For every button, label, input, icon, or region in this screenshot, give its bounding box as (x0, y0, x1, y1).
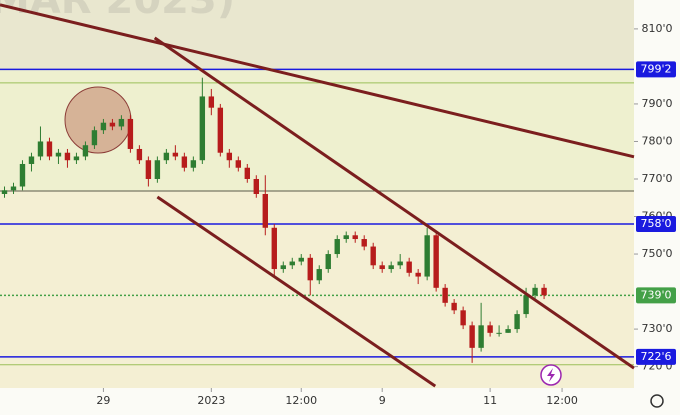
candle-body (37, 141, 44, 157)
watermark: MAR 2023) (0, 0, 235, 23)
candle-body (514, 314, 520, 330)
candle-body (325, 254, 331, 270)
candle-body (388, 265, 394, 270)
time-axis (0, 388, 634, 415)
candle-body (100, 122, 107, 131)
candle-body (271, 227, 277, 270)
y-tick-label: 770'0 (641, 172, 672, 185)
candle-body (82, 145, 89, 157)
candle-body (451, 302, 457, 311)
level-label: 722'6 (640, 350, 671, 363)
candle-body (244, 167, 251, 179)
candle-body (181, 156, 188, 168)
candle-body (64, 152, 71, 161)
x-tick-label: 2023 (197, 394, 225, 407)
x-tick-label: 9 (379, 394, 386, 407)
settings-icon[interactable] (650, 394, 664, 408)
candle-body (73, 156, 80, 161)
candle-body (46, 141, 53, 157)
candle-body (460, 310, 466, 326)
candle-body (10, 186, 17, 191)
y-tick-label: 750'0 (641, 247, 672, 260)
candle-body (316, 269, 322, 281)
candle-body (199, 96, 206, 161)
candle-body (28, 156, 35, 164)
candle-body (226, 152, 233, 161)
candle-body (433, 235, 439, 288)
candle-body (469, 325, 475, 348)
x-tick-label: 11 (483, 394, 497, 407)
alert-bolt (547, 368, 555, 382)
candle-body (397, 261, 403, 266)
level-label: 739'0 (640, 288, 671, 301)
x-tick-label: 29 (96, 394, 110, 407)
candle-body (523, 295, 529, 315)
candle-body (352, 235, 358, 240)
level-label-box (636, 287, 676, 304)
candle-body (289, 261, 295, 266)
candle-body (1, 190, 8, 194)
candle-body (55, 152, 62, 157)
candle-body (424, 235, 430, 277)
zone-top (0, 0, 634, 70)
y-tick-label: 810'0 (641, 22, 672, 35)
trend-line (0, 3, 635, 159)
candle-body (127, 118, 134, 149)
candle-body (406, 261, 412, 273)
candle-body (19, 163, 26, 187)
candle-body (172, 152, 179, 157)
candle-body (190, 160, 197, 168)
candle-body (145, 160, 152, 179)
candle-body (307, 257, 313, 281)
candle-body (478, 325, 484, 348)
candle-body (343, 235, 349, 240)
trend-line (156, 195, 437, 388)
level-label-box (636, 216, 676, 233)
candle-body (505, 329, 511, 333)
x-tick-label: 12:00 (285, 394, 317, 407)
candle-body (541, 287, 547, 296)
y-tick-label: 780'0 (641, 134, 672, 147)
trend-line (153, 36, 635, 370)
candle-body (496, 332, 502, 334)
candle-body (253, 178, 259, 194)
candle-body (118, 118, 125, 127)
candle-body (370, 246, 376, 266)
candle-body (334, 239, 340, 255)
candle-body (217, 107, 224, 153)
candle-body (379, 265, 385, 270)
candle-body (532, 287, 538, 296)
candle-body (280, 265, 286, 270)
candle-body (415, 272, 421, 277)
level-label: 799'2 (640, 62, 671, 75)
candle-body (163, 152, 170, 161)
candle-body (136, 148, 143, 161)
candle-body (361, 239, 367, 247)
candle-body (298, 257, 304, 262)
candle-body (208, 96, 215, 108)
candle-body (262, 194, 268, 228)
candle-body (109, 122, 116, 127)
candle-body (442, 287, 448, 303)
x-tick-label: 12:00 (546, 394, 578, 407)
candle-body (91, 130, 98, 146)
level-label-box (636, 61, 676, 78)
y-tick-label: 790'0 (641, 97, 672, 110)
candle-body (154, 160, 161, 179)
candle-body (235, 160, 242, 168)
level-label-box (636, 348, 676, 365)
y-tick-label: 730'0 (641, 322, 672, 335)
level-label: 758'0 (640, 217, 671, 230)
candle-body (487, 325, 493, 333)
zone-low (0, 191, 634, 388)
